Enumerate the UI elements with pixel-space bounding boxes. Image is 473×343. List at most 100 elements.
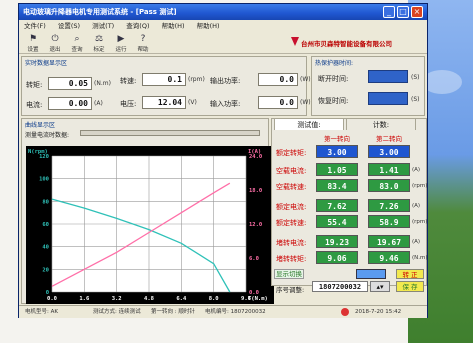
result-unit: (N.m) <box>412 255 428 261</box>
result-second-value: 19.67 <box>368 235 410 248</box>
result-unit: (A) <box>412 239 421 245</box>
current-curve <box>51 182 231 287</box>
x-tick-label: 8.0 <box>209 296 219 302</box>
voltage-unit: (V) <box>188 99 197 106</box>
speed-value: 0.1 <box>142 73 186 86</box>
current-label: 电流: <box>26 101 43 109</box>
scale-icon: ⚖ <box>94 34 104 44</box>
run-icon: ▶ <box>117 34 125 44</box>
result-first-value: 9.06 <box>316 251 358 264</box>
in-power-value: 0.0 <box>258 96 298 109</box>
y-right-tick-label: 0.0 <box>249 290 259 296</box>
y-right-tick-label: 6.0 <box>249 256 259 262</box>
maximize-button[interactable]: □ <box>397 6 409 18</box>
y-left-tick-label: 100 <box>39 177 49 183</box>
trip-time-label: 断开时间: <box>318 75 349 83</box>
status-direction: 第一转向 : 顺时针 <box>151 309 195 315</box>
reverse-button[interactable]: 转 正 <box>396 269 424 279</box>
y-left-tick-label: 0 <box>46 290 49 296</box>
result-row-label: 堵转电流: <box>276 239 307 247</box>
realtime-title: 实时数据显示区 <box>25 60 68 67</box>
in-power-label: 输入功率: <box>210 100 241 108</box>
col-second-direction: 第二转向 <box>376 135 402 143</box>
y-left-tick-label: 120 <box>39 154 49 160</box>
result-unit: (A) <box>412 203 421 209</box>
tab-test-values[interactable]: 测试值: <box>274 118 344 130</box>
tool-settings[interactable]: ⚑ 设置 <box>23 34 43 53</box>
current-value: 0.00 <box>48 97 92 110</box>
menu-settings[interactable]: 设置(S) <box>57 22 81 30</box>
menu-query[interactable]: 查询(Q) <box>126 22 150 30</box>
status-bar: 电机型号: AK 测试方式: 连续测试 第一转向 : 顺时针 电机编号: 180… <box>19 305 427 318</box>
result-unit: (A) <box>412 167 421 173</box>
direction-indicator <box>356 269 386 279</box>
out-power-value: 0.0 <box>258 73 298 86</box>
menu-bar: 文件(F) 设置(S) 测试(T) 查询(Q) 帮助(H) 帮助(H) <box>19 20 427 32</box>
power-icon: ⏻ <box>51 34 59 44</box>
speed-unit: (rpm) <box>188 76 205 83</box>
y-left-tick-label: 60 <box>42 222 49 228</box>
result-second-value: 58.9 <box>368 215 410 228</box>
display-switch-button[interactable]: 显示切换 <box>274 269 304 279</box>
progress-label: 测量电流时数据: <box>25 132 70 139</box>
result-second-value: 9.46 <box>368 251 410 264</box>
flag-icon: ⚑ <box>28 34 38 44</box>
result-row-label: 额定转速: <box>276 219 307 227</box>
title-bar: 电动玻璃升降器电机专用测试系统 - [Pass 测试] <box>19 4 427 20</box>
menu-help-2[interactable]: 帮助(H) <box>196 22 220 30</box>
tool-exit[interactable]: ⏻ 退出 <box>45 34 65 53</box>
col-first-direction: 第一转向 <box>324 135 350 143</box>
minimize-button[interactable]: _ <box>383 6 395 18</box>
restore-time-unit: (S) <box>411 96 420 103</box>
menu-test[interactable]: 测试(T) <box>92 22 115 30</box>
y-left-tick-label: 40 <box>42 245 49 251</box>
save-button[interactable]: 保 存 <box>396 281 424 292</box>
result-first-value: 19.23 <box>316 235 358 248</box>
result-row-label: 空载转速: <box>276 183 307 191</box>
desktop-cloud <box>422 70 462 94</box>
y-left-tick-label: 80 <box>42 199 49 205</box>
restore-time-value <box>368 92 408 105</box>
brand-name: 台州市贝森特智能设备有限公司 <box>301 40 392 48</box>
result-row-label: 堵转转矩: <box>276 255 307 263</box>
result-first-value: 7.62 <box>316 199 358 212</box>
realtime-panel: 实时数据显示区 转矩: 0.05 (N.m) 转速: 0.1 (rpm) 输出功… <box>21 56 311 116</box>
trip-time-value <box>368 70 408 83</box>
tool-query[interactable]: ⌕ 查询 <box>67 34 87 53</box>
heat-protector-panel: 热保护器时间: 断开时间: (S) 恢复时间: (S) <box>311 56 425 116</box>
serial-input[interactable]: 1807200032 <box>312 281 368 292</box>
tool-run[interactable]: ▶ 运行 <box>111 34 131 53</box>
status-test-mode: 测试方式: 连续测试 <box>93 309 141 315</box>
tab-counts[interactable]: 计数: <box>346 118 416 130</box>
result-second-value: 7.26 <box>368 199 410 212</box>
x-tick-label: 4.8 <box>144 296 154 302</box>
result-second-value: 3.00 <box>368 145 410 158</box>
result-first-value: 1.05 <box>316 163 358 176</box>
stop-icon <box>341 308 349 316</box>
result-first-value: 83.4 <box>316 179 358 192</box>
window-title: 电动玻璃升降器电机专用测试系统 - [Pass 测试] <box>23 8 177 16</box>
x-tick-label: 3.2 <box>112 296 122 302</box>
menu-file[interactable]: 文件(F) <box>24 22 46 30</box>
y-left-axis-label: N(rpm) <box>28 149 48 155</box>
result-row-label: 额定转矩: <box>276 149 307 157</box>
search-icon: ⌕ <box>74 34 80 44</box>
menu-help[interactable]: 帮助(H) <box>161 22 185 30</box>
brand-logo-icon <box>291 37 299 46</box>
y-right-tick-label: 12.0 <box>249 222 262 228</box>
torque-label: 转矩: <box>26 81 43 89</box>
speed-curve <box>51 198 231 293</box>
voltage-label: 电压: <box>120 100 137 108</box>
result-row-label: 额定电流: <box>276 203 307 211</box>
tool-help[interactable]: ? 帮助 <box>133 34 153 53</box>
toolbar: ⚑ 设置 ⏻ 退出 ⌕ 查询 ⚖ 标定 ▶ 运行 ? 帮助 台州市贝森特智能设备有限公司 <box>19 32 427 54</box>
app-window: 电动玻璃升降器电机专用测试系统 - [Pass 测试] _ □ × 文件(F) … <box>18 3 428 318</box>
result-first-value: 55.4 <box>316 215 358 228</box>
serial-label: 序号调整: <box>276 286 305 294</box>
x-axis-label: T(N.m) <box>248 296 268 302</box>
out-power-unit: (W) <box>300 76 311 83</box>
tool-calibrate[interactable]: ⚖ 标定 <box>89 34 109 53</box>
close-button[interactable]: × <box>411 6 423 18</box>
serial-stepper[interactable]: ▴▾ <box>370 281 390 292</box>
result-first-value: 3.00 <box>316 145 358 158</box>
